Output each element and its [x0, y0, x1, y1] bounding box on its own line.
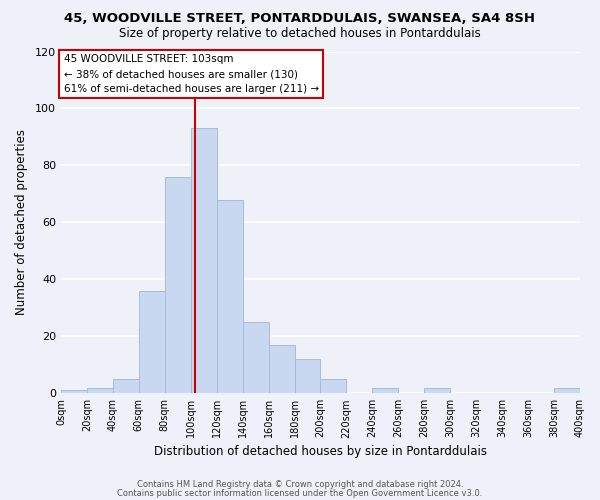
- Bar: [217, 200, 242, 394]
- Bar: [424, 388, 450, 394]
- Y-axis label: Number of detached properties: Number of detached properties: [15, 130, 28, 316]
- Bar: [269, 345, 295, 394]
- X-axis label: Distribution of detached houses by size in Pontarddulais: Distribution of detached houses by size …: [154, 444, 487, 458]
- Bar: [113, 379, 139, 394]
- Text: 45 WOODVILLE STREET: 103sqm
← 38% of detached houses are smaller (130)
61% of se: 45 WOODVILLE STREET: 103sqm ← 38% of det…: [64, 54, 319, 94]
- Text: Contains public sector information licensed under the Open Government Licence v3: Contains public sector information licen…: [118, 488, 482, 498]
- Bar: [242, 322, 269, 394]
- Bar: [61, 390, 87, 394]
- Text: 45, WOODVILLE STREET, PONTARDDULAIS, SWANSEA, SA4 8SH: 45, WOODVILLE STREET, PONTARDDULAIS, SWA…: [65, 12, 536, 26]
- Bar: [87, 388, 113, 394]
- Bar: [295, 359, 320, 394]
- Bar: [191, 128, 217, 394]
- Bar: [165, 177, 191, 394]
- Text: Size of property relative to detached houses in Pontarddulais: Size of property relative to detached ho…: [119, 28, 481, 40]
- Bar: [139, 291, 165, 394]
- Text: Contains HM Land Registry data © Crown copyright and database right 2024.: Contains HM Land Registry data © Crown c…: [137, 480, 463, 489]
- Bar: [320, 379, 346, 394]
- Bar: [373, 388, 398, 394]
- Bar: [554, 388, 580, 394]
